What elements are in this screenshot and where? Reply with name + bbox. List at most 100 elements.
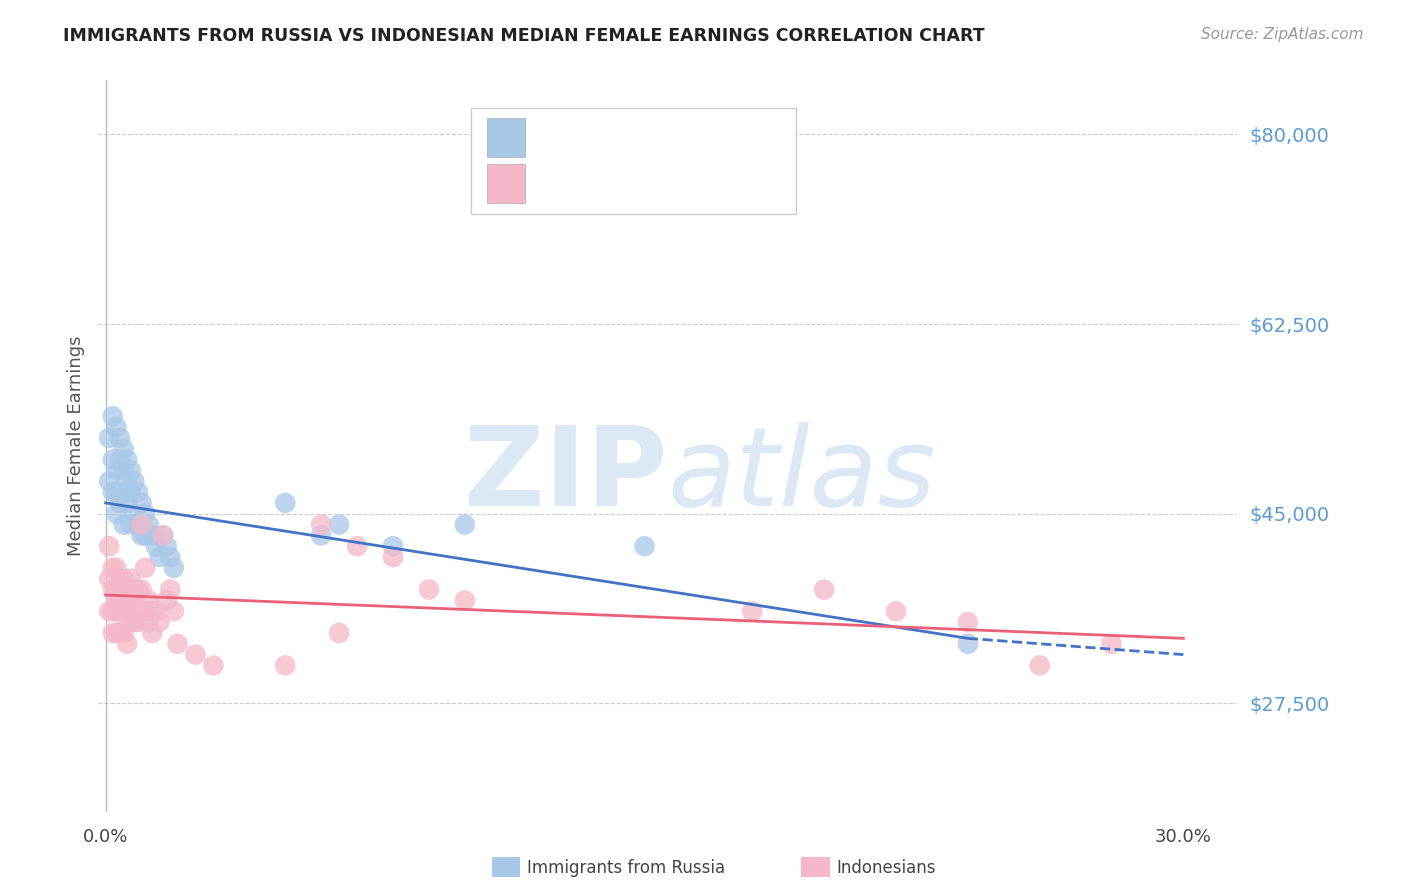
Text: Source: ZipAtlas.com: Source: ZipAtlas.com <box>1201 27 1364 42</box>
Point <box>101 626 124 640</box>
Point <box>274 658 297 673</box>
Point <box>127 582 149 597</box>
Point <box>120 463 142 477</box>
Point <box>131 528 153 542</box>
Point <box>124 582 146 597</box>
Point <box>108 593 131 607</box>
Text: 64: 64 <box>650 176 672 191</box>
Point <box>163 604 186 618</box>
Point <box>105 582 128 597</box>
Text: R =: R = <box>541 129 576 145</box>
Y-axis label: Median Female Earnings: Median Female Earnings <box>66 335 84 557</box>
Point <box>108 452 131 467</box>
Point <box>145 539 167 553</box>
Point <box>328 626 350 640</box>
Point <box>98 431 121 445</box>
Point <box>152 528 174 542</box>
Point <box>105 561 128 575</box>
Point <box>108 496 131 510</box>
Point <box>131 517 153 532</box>
Point <box>156 539 179 553</box>
Point <box>115 615 138 629</box>
Point <box>956 637 979 651</box>
Point <box>166 637 188 651</box>
Point <box>115 496 138 510</box>
Point <box>105 420 128 434</box>
Point <box>141 528 163 542</box>
Point <box>124 593 146 607</box>
Point <box>124 615 146 629</box>
Point <box>159 550 181 565</box>
Point <box>101 452 124 467</box>
Point <box>112 463 135 477</box>
Point <box>156 593 179 607</box>
Point <box>115 604 138 618</box>
Point <box>1101 637 1123 651</box>
Point <box>101 561 124 575</box>
Point <box>127 615 149 629</box>
Point <box>115 452 138 467</box>
Point <box>108 582 131 597</box>
Point <box>101 409 124 424</box>
Point <box>101 604 124 618</box>
Point <box>1028 658 1050 673</box>
Point <box>159 582 181 597</box>
Point <box>134 507 156 521</box>
Point <box>956 615 979 629</box>
Text: 45: 45 <box>650 129 672 145</box>
Point <box>105 463 128 477</box>
Point <box>309 528 332 542</box>
Point <box>309 517 332 532</box>
Text: Indonesians: Indonesians <box>837 859 936 877</box>
Text: N =: N = <box>614 176 651 191</box>
Point <box>98 604 121 618</box>
Point <box>454 517 477 532</box>
Point <box>346 539 368 553</box>
Point <box>105 485 128 500</box>
Point <box>112 593 135 607</box>
Text: Immigrants from Russia: Immigrants from Russia <box>527 859 725 877</box>
Text: atlas: atlas <box>668 422 936 529</box>
Point <box>108 431 131 445</box>
Point <box>112 442 135 456</box>
Point <box>98 572 121 586</box>
Point <box>124 507 146 521</box>
Point <box>112 572 135 586</box>
Point <box>163 561 186 575</box>
Point <box>108 626 131 640</box>
Point <box>127 517 149 532</box>
Point <box>112 485 135 500</box>
Point <box>382 550 405 565</box>
Point <box>884 604 907 618</box>
Point <box>138 615 160 629</box>
Point <box>120 517 142 532</box>
Point <box>105 507 128 521</box>
Point <box>108 604 131 618</box>
Point <box>115 474 138 488</box>
Point <box>112 517 135 532</box>
Text: -0.257: -0.257 <box>569 129 627 145</box>
Point <box>138 593 160 607</box>
Text: R =: R = <box>541 176 576 191</box>
Point <box>124 474 146 488</box>
Point <box>138 517 160 532</box>
Text: IMMIGRANTS FROM RUSSIA VS INDONESIAN MEDIAN FEMALE EARNINGS CORRELATION CHART: IMMIGRANTS FROM RUSSIA VS INDONESIAN MED… <box>63 27 984 45</box>
Point <box>134 604 156 618</box>
Point <box>98 474 121 488</box>
Point <box>131 604 153 618</box>
Point <box>112 604 135 618</box>
Point <box>105 593 128 607</box>
Point <box>454 593 477 607</box>
Point <box>131 582 153 597</box>
Point <box>105 626 128 640</box>
Point <box>134 561 156 575</box>
Point <box>120 593 142 607</box>
Point <box>101 582 124 597</box>
Point <box>328 517 350 532</box>
Point <box>120 485 142 500</box>
Point <box>148 615 170 629</box>
Point <box>418 582 440 597</box>
Point <box>148 550 170 565</box>
Point <box>274 496 297 510</box>
Point <box>134 528 156 542</box>
